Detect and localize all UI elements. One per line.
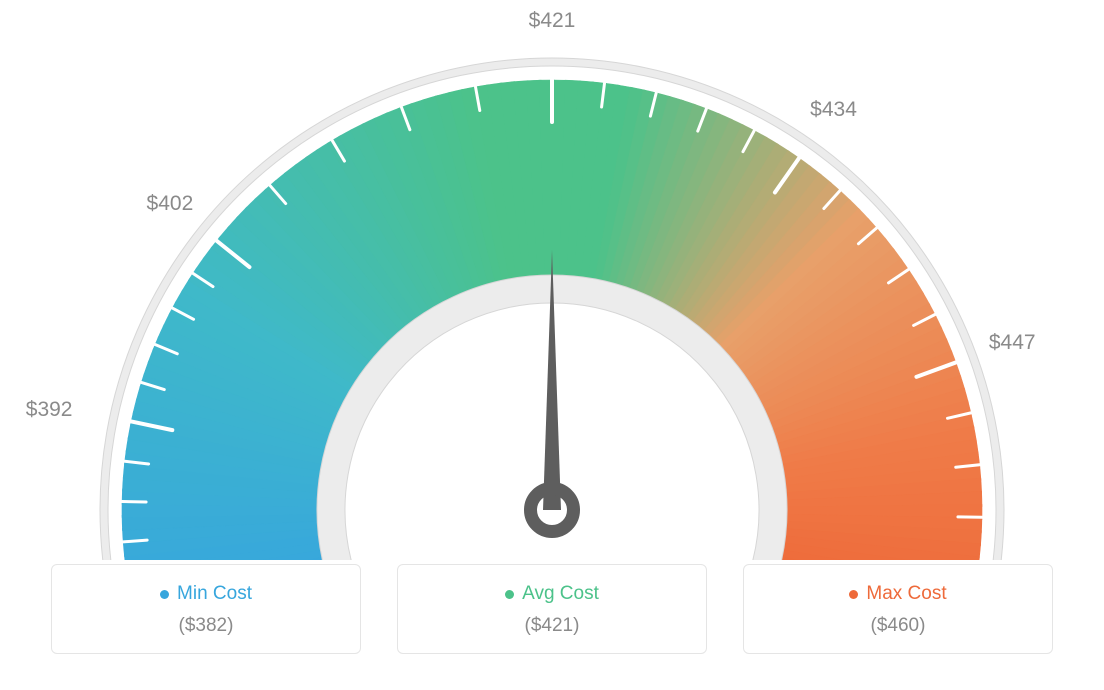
legend-row: Min Cost ($382) Avg Cost ($421) Max Cost… <box>0 564 1104 654</box>
tick-label: $434 <box>810 98 857 121</box>
gauge-svg: $382$392$402$421$434$447$460 <box>0 0 1104 560</box>
legend-label-avg: Avg Cost <box>522 583 599 605</box>
tick-label: $447 <box>989 331 1036 354</box>
tick-label: $421 <box>529 9 576 32</box>
legend-dot-min <box>160 590 169 599</box>
legend-card-max: Max Cost ($460) <box>743 564 1053 654</box>
legend-title-max: Max Cost <box>752 583 1044 605</box>
legend-dot-max <box>849 590 858 599</box>
legend-value-avg: ($421) <box>406 615 698 637</box>
legend-card-avg: Avg Cost ($421) <box>397 564 707 654</box>
gauge-chart: $382$392$402$421$434$447$460 <box>0 0 1104 560</box>
legend-dot-avg <box>505 590 514 599</box>
legend-value-max: ($460) <box>752 615 1044 637</box>
legend-value-min: ($382) <box>60 615 352 637</box>
tick-label: $402 <box>147 192 194 215</box>
legend-label-max: Max Cost <box>866 583 946 605</box>
legend-title-avg: Avg Cost <box>406 583 698 605</box>
legend-card-min: Min Cost ($382) <box>51 564 361 654</box>
legend-title-min: Min Cost <box>60 583 352 605</box>
tick-label: $392 <box>26 398 73 421</box>
legend-label-min: Min Cost <box>177 583 252 605</box>
